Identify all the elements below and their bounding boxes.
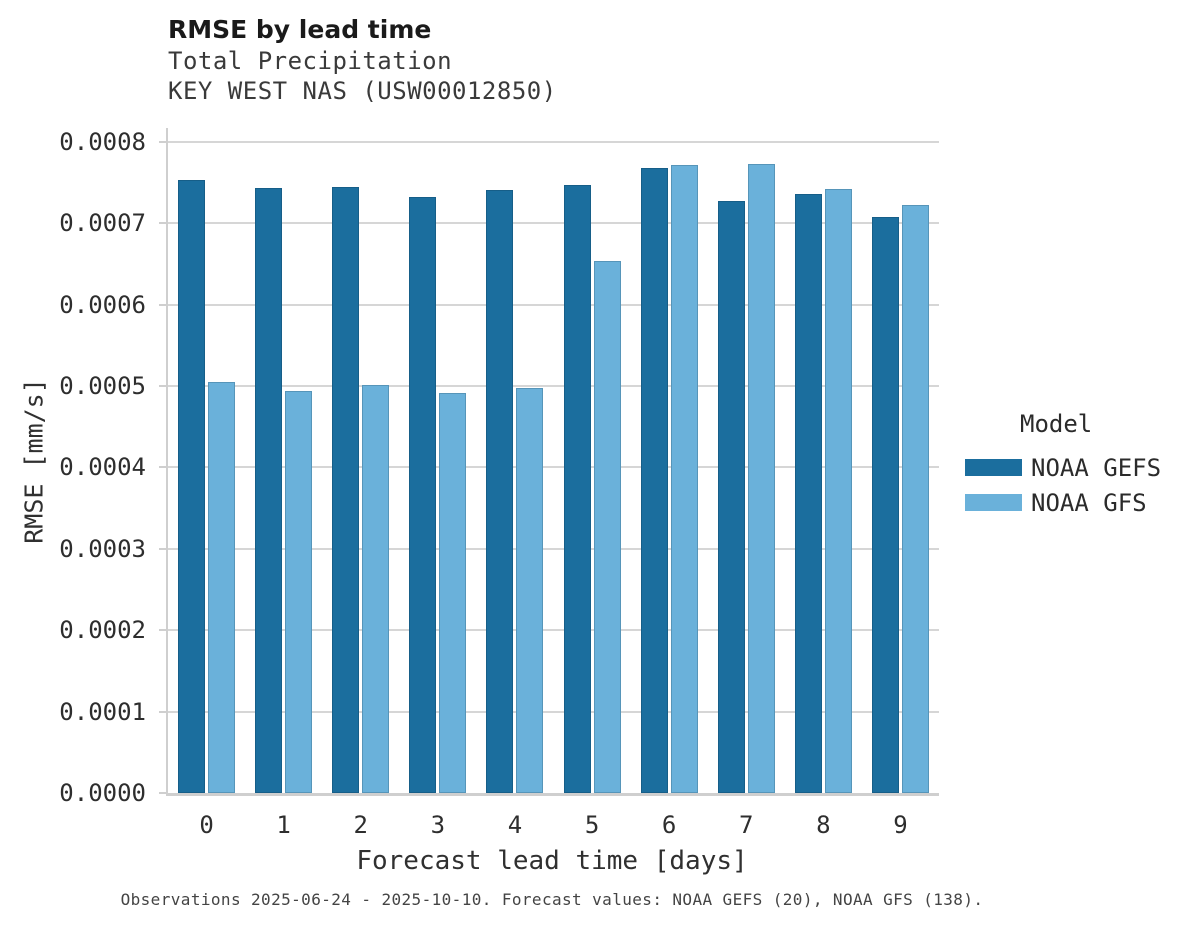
chart-title: RMSE by lead time [168,15,432,44]
plot-area: 0.0000 0.0001 0.0002 0.0003 0.0004 0.0005 0.00… [59,128,939,839]
x-tick-label: 3 [430,811,446,839]
y-gridline [168,629,939,632]
y-tick-mark [159,547,166,550]
y-tick-mark [159,140,166,143]
bar-noaa-gefs-lead-2 [332,187,360,793]
y-gridline [168,222,939,225]
legend-entry: NOAA GEFS [965,450,1161,485]
bar-noaa-gefs-lead-0 [178,180,206,793]
bar-noaa-gefs-lead-5 [563,184,591,793]
chart-station: KEY WEST NAS (USW00012850) [168,77,557,105]
bar-noaa-gfs-lead-8 [824,189,852,793]
x-tick-label: 4 [507,811,523,839]
bar-noaa-gfs-lead-4 [516,387,544,793]
y-tick-label: 0.0006 [59,290,146,319]
x-tick-label: 9 [893,811,908,839]
bar-noaa-gefs-lead-3 [409,197,437,793]
legend-entry: NOAA GFS [965,485,1161,520]
chart-subtitle: Total Precipitation [168,47,453,75]
bar-noaa-gfs-lead-9 [901,204,929,793]
y-tick-mark [159,629,166,632]
y-tick-mark [159,222,166,225]
bar-noaa-gfs-lead-3 [439,393,467,793]
legend-title: Model [1020,410,1093,438]
y-tick-label: 0.0001 [59,697,146,726]
x-tick-label: 5 [584,811,600,839]
x-tick-label: 7 [739,811,754,839]
y-gridline [168,547,939,550]
bar-noaa-gefs-lead-9 [871,216,899,793]
y-tick-label: 0.0003 [59,534,146,563]
y-tick-mark [159,466,166,469]
y-tick-label: 0.0000 [59,779,146,807]
x-tick-label: 1 [276,811,291,839]
y-tick-label: 0.0007 [59,209,146,238]
y-tick-mark [159,792,166,794]
legend-swatch-noaa-gefs [965,459,1022,476]
y-tick-mark [159,303,166,306]
x-axis-label: Forecast lead time [days] [356,846,748,876]
footnote: Observations 2025-06-24 - 2025-10-10. Fo… [120,890,984,909]
legend-label: NOAA GEFS [1031,453,1162,482]
legend-label: NOAA GFS [1031,488,1147,517]
y-gridline [168,385,939,388]
y-gridline [168,140,939,143]
title-block: RMSE by lead time Total Precipitation KE… [168,14,557,106]
y-tick-mark [159,710,166,713]
bar-noaa-gfs-lead-6 [670,165,698,793]
bar-noaa-gefs-lead-7 [717,201,745,793]
bar-noaa-gfs-lead-7 [747,163,775,793]
bar-noaa-gefs-lead-8 [794,193,822,793]
x-tick-label: 2 [353,811,368,839]
y-tick-label: 0.0002 [59,616,146,645]
bar-noaa-gfs-lead-5 [593,261,621,793]
legend: Model NOAA GEFS NOAA GFS [965,410,1161,520]
y-gridline [168,466,939,469]
y-tick-label: 0.0004 [59,453,146,482]
legend-swatch-noaa-gfs [965,494,1022,511]
x-tick-label: 8 [816,811,831,839]
bar-noaa-gefs-lead-6 [640,167,668,793]
y-tick-label: 0.0008 [59,127,146,156]
bar-noaa-gfs-lead-2 [362,385,390,793]
y-tick-label: 0.0005 [59,372,146,401]
legend-entries: NOAA GEFS NOAA GFS [965,450,1161,520]
y-gridline [168,710,939,713]
y-gridline [168,303,939,306]
bar-noaa-gfs-lead-1 [285,390,313,793]
x-tick-label: 6 [661,811,677,839]
bar-noaa-gfs-lead-0 [208,381,236,793]
bar-noaa-gefs-lead-1 [255,188,283,793]
bar-noaa-gefs-lead-4 [486,189,514,793]
y-tick-mark [159,385,166,388]
x-tick-label: 0 [199,811,214,839]
